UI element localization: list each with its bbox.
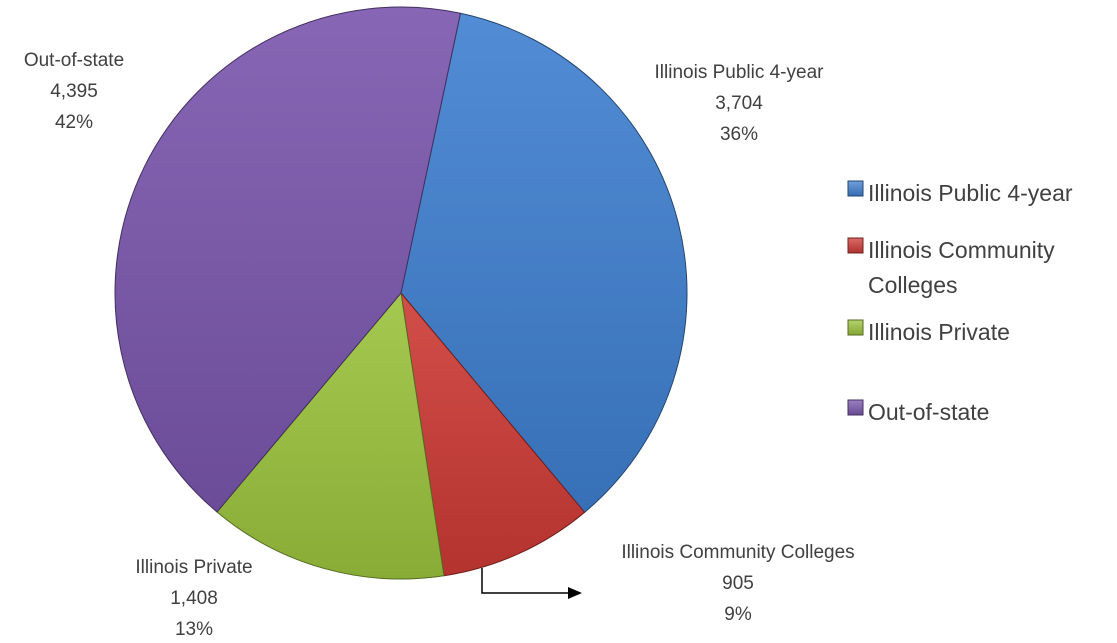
legend-label-out-of-state: Out-of-state (868, 399, 989, 425)
data-label-percent-illinois-private: 13% (175, 619, 213, 640)
legend-swatch-illinois-private (847, 319, 864, 336)
legend-label-illinois-public-4-year: Illinois Public 4-year (868, 180, 1073, 206)
leader-line (481, 568, 582, 599)
slice-labels: Illinois Public 4-year 3,704 36% Illinois C… (24, 50, 855, 640)
data-label-percent-illinois-community-colleges: 9% (724, 604, 752, 625)
data-label-name-out-of-state: Out-of-state (24, 50, 124, 71)
data-label-value-illinois-community-colleges: 905 (722, 573, 754, 594)
data-label-value-illinois-public-4-year: 3,704 (715, 93, 763, 114)
legend: Illinois Public 4-year Illinois Community… (847, 180, 1073, 425)
data-label-value-out-of-state: 4,395 (50, 81, 98, 102)
legend-swatch-illinois-public-4-year (847, 180, 864, 197)
pie-slice-illinois-public-4-year (400, 12, 688, 513)
legend-label-illinois-community-colleges-line2: Colleges (868, 272, 958, 298)
data-label-name-illinois-community-colleges: Illinois Community Colleges (621, 542, 854, 563)
data-label-name-illinois-public-4-year: Illinois Public 4-year (655, 62, 825, 83)
pie-slices (114, 6, 688, 580)
legend-label-illinois-private: Illinois Private (868, 319, 1010, 345)
pie-slice-illinois-community-colleges (400, 292, 586, 577)
data-label-percent-illinois-public-4-year: 36% (720, 124, 758, 145)
legend-label-illinois-community-colleges-line1: Illinois Community (868, 237, 1055, 263)
legend-swatch-out-of-state (847, 399, 864, 416)
data-label-percent-out-of-state: 42% (55, 112, 93, 133)
legend-swatch-illinois-community-colleges (847, 237, 864, 254)
leader-arrowhead (568, 587, 582, 599)
pie-slice-illinois-private (216, 292, 445, 580)
pie-slice-out-of-state (114, 6, 461, 513)
leader-line-stem (481, 568, 570, 594)
data-label-value-illinois-private: 1,408 (170, 588, 218, 609)
data-label-name-illinois-private: Illinois Private (135, 557, 252, 578)
